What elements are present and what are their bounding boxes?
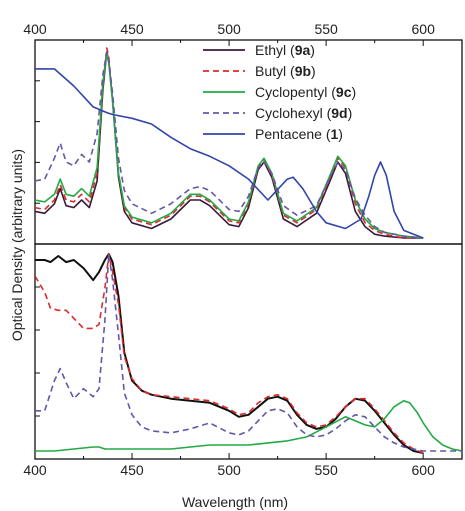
x-tick-label: 600	[412, 21, 436, 37]
x-axis-label: Wavelength (nm)	[182, 494, 288, 510]
plot-frame-bottom	[34, 243, 463, 460]
series-line-butyl-bottom	[35, 253, 424, 454]
x-tick-label: 450	[120, 21, 144, 37]
series-line-ethyl-bottom	[35, 253, 424, 454]
legend-label-cyclopentyl: Cyclopentyl (9c)	[255, 84, 356, 100]
x-tick-label: 500	[217, 462, 241, 478]
series-line-cyclohexyl-bottom	[35, 253, 462, 452]
legend-label-butyl: Butyl (9b)	[255, 63, 316, 79]
legend-label-pentacene: Pentacene (1)	[255, 126, 343, 142]
x-tick-label: 400	[23, 462, 47, 478]
x-tick-label: 550	[314, 21, 338, 37]
x-tick-label: 550	[314, 462, 338, 478]
series-line-ethyl-top	[35, 50, 424, 239]
panel-bottom: 400 450 500 550 600	[23, 243, 463, 478]
x-tick-label: 450	[120, 462, 144, 478]
series-line-pentacene-top	[35, 68, 424, 239]
panel-top: 400 450 500 550 600	[23, 21, 463, 245]
series-line-cyclohexyl-top	[35, 50, 424, 239]
y-axis-label: Optical Density (arbitrary units)	[9, 149, 25, 341]
series-line-butyl-top	[35, 47, 424, 239]
legend-label-cyclohexyl: Cyclohexyl (9d)	[255, 105, 352, 121]
x-tick-label: 600	[412, 462, 436, 478]
series-line-cyclopentyl-top	[35, 52, 424, 239]
x-tick-label: 400	[23, 21, 47, 37]
legend-label-ethyl: Ethyl (9a)	[255, 42, 315, 58]
panels: 400 450 500 550 600 400 450 500 550 600	[23, 21, 463, 478]
x-tick-label: 500	[217, 21, 241, 37]
series-line-cyclopentyl-bottom	[35, 399, 462, 452]
legend: Ethyl (9a) Butyl (9b) Cyclopentyl (9c) Cycl…	[203, 42, 356, 142]
